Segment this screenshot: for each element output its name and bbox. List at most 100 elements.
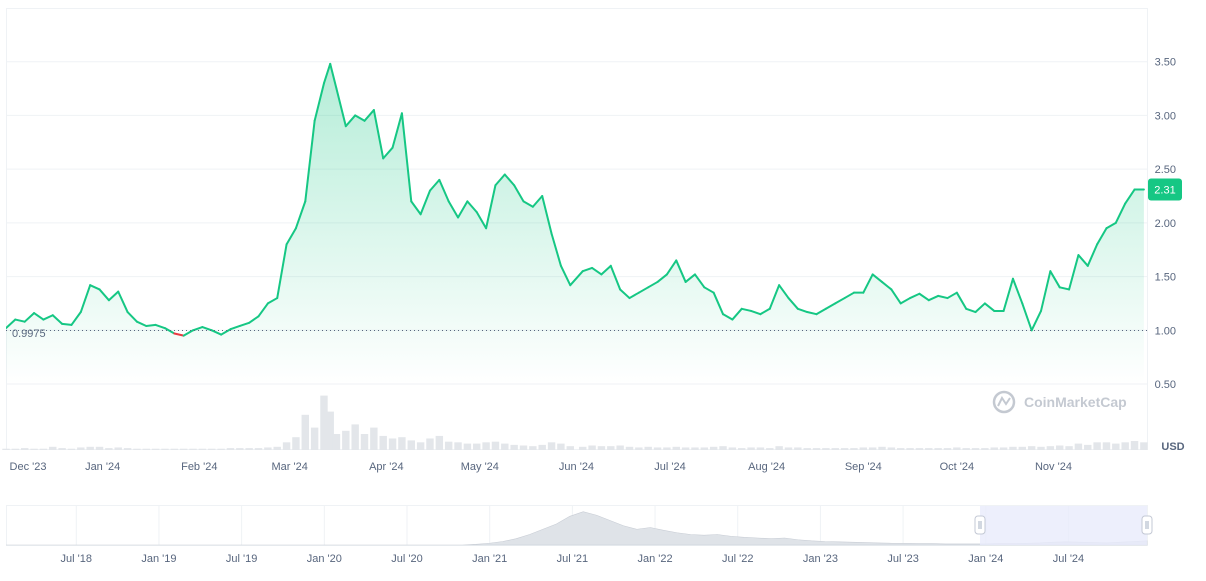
x-tick-label: Mar '24 <box>272 461 308 473</box>
navigator-right-handle[interactable] <box>1142 516 1152 534</box>
volume-bar <box>152 449 159 450</box>
navigator-x-tick-label: Jul '19 <box>226 553 257 565</box>
volume-bar <box>199 449 206 450</box>
volume-bar <box>673 447 680 450</box>
x-tick-label: Sep '24 <box>845 461 882 473</box>
volume-bar <box>520 446 527 450</box>
navigator-left-handle[interactable] <box>975 516 985 534</box>
navigator-x-tick-label: Jul '24 <box>1053 553 1084 565</box>
volume-bar <box>1056 446 1063 450</box>
volume-bar <box>616 446 623 450</box>
volume-bar <box>77 447 84 450</box>
volume-bar <box>710 447 717 450</box>
volume-bar <box>1065 446 1072 450</box>
volume-bar <box>161 449 168 450</box>
volume-bar <box>417 442 424 450</box>
navigator-x-tick-label: Jan '23 <box>803 553 838 565</box>
volume-bar <box>30 449 37 450</box>
volume-bar <box>906 448 913 450</box>
volume-bar <box>264 447 271 450</box>
x-tick-label: Jul '24 <box>654 461 685 473</box>
volume-bar <box>492 442 499 450</box>
volume-bar <box>292 437 299 450</box>
volume-bar <box>380 436 387 450</box>
volume-bar <box>579 447 586 450</box>
y-tick-label: 1.50 <box>1155 272 1176 284</box>
navigator-x-tick-label: Jul '22 <box>722 553 753 565</box>
volume-bar <box>757 447 764 450</box>
volume-bar <box>208 449 215 450</box>
coinmarketcap-logo-icon <box>994 392 1014 412</box>
volume-bar <box>916 448 923 450</box>
volume-bar <box>803 448 810 450</box>
price-area-fill <box>6 64 1144 384</box>
y-tick-label: 2.00 <box>1155 218 1176 230</box>
volume-bar <box>719 446 726 450</box>
volume-bar <box>1093 442 1100 450</box>
volume-bar <box>115 447 122 450</box>
volume-bar <box>841 448 848 450</box>
volume-bar <box>227 448 234 450</box>
volume-bar <box>333 434 340 450</box>
volume-bar <box>1037 447 1044 450</box>
x-tick-label: Jan '24 <box>85 461 120 473</box>
volume-bar <box>501 444 508 450</box>
volume-bar <box>962 448 969 450</box>
volume-bar <box>370 428 377 450</box>
volume-bar <box>1075 444 1082 450</box>
volume-bar <box>766 448 773 450</box>
navigator-x-tick-label: Jan '21 <box>472 553 507 565</box>
price-line-segment <box>146 325 155 326</box>
volume-bar <box>361 434 368 450</box>
x-tick-label: Aug '24 <box>748 461 785 473</box>
volume-bar <box>897 448 904 450</box>
volume-bar <box>1028 446 1035 450</box>
volume-bar <box>445 442 452 450</box>
navigator-x-tick-label: Jul '18 <box>61 553 92 565</box>
volume-bar <box>1019 447 1026 450</box>
volume-bar <box>189 449 196 450</box>
y-tick-label: 2.50 <box>1155 164 1176 176</box>
navigator-x-tick-label: Jul '23 <box>887 553 918 565</box>
volume-bar <box>1103 442 1110 450</box>
volume-bar <box>775 446 782 450</box>
volume-bar <box>68 449 75 450</box>
volume-bar <box>785 447 792 450</box>
x-tick-label: May '24 <box>461 461 499 473</box>
volume-bar <box>283 442 290 450</box>
x-tick-label: Oct '24 <box>940 461 975 473</box>
volume-bar <box>991 447 998 450</box>
volume-bar <box>869 447 876 450</box>
volume-bar <box>274 447 281 450</box>
volume-bar <box>482 442 489 450</box>
volume-bars <box>2 396 1147 450</box>
volume-bar <box>794 447 801 450</box>
volume-bar <box>813 448 820 450</box>
volume-bar <box>171 449 178 450</box>
navigator-selection[interactable] <box>980 506 1147 545</box>
volume-bar <box>850 448 857 450</box>
volume-bar <box>143 449 150 450</box>
volume-bar <box>255 448 262 450</box>
price-area <box>6 64 1144 384</box>
volume-bar <box>888 447 895 450</box>
volume-bar <box>124 448 131 450</box>
navigator-x-tick-label: Jul '21 <box>557 553 588 565</box>
volume-bar <box>626 447 633 450</box>
last-price-label: 2.31 <box>1154 185 1175 197</box>
volume-bar <box>701 447 708 450</box>
coinmarketcap-watermark: CoinMarketCap <box>994 392 1127 412</box>
volume-bar <box>944 448 951 450</box>
volume-bar <box>747 447 754 450</box>
volume-bar <box>96 447 103 450</box>
volume-bar <box>454 442 461 450</box>
volume-bar <box>538 445 545 450</box>
x-tick-label: Feb '24 <box>181 461 217 473</box>
volume-bar <box>832 448 839 450</box>
volume-bar <box>351 424 358 450</box>
